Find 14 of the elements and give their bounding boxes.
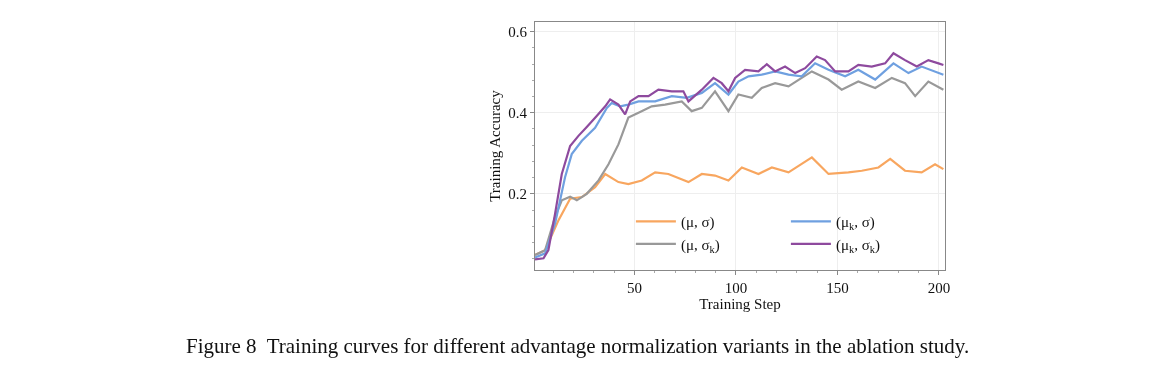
legend-label: (μ$_{k}$, σ) xyxy=(835,214,875,233)
y-tick-label: 0.4 xyxy=(508,105,528,122)
caption: Figure 8 Training curves for different advantage normalization variants in the ablation study. xyxy=(186,334,970,358)
legend-label: (μ, σ$_{k}$) xyxy=(680,236,720,255)
legend-label: (μ$_{k}$, σ$_{k}$) xyxy=(835,236,881,255)
x-tick-label: 50 xyxy=(626,280,642,296)
x-axis-title: Training Step xyxy=(699,296,781,312)
legend-label: (μ, σ) xyxy=(680,214,715,232)
y-tick-label: 0.2 xyxy=(508,186,527,203)
x-tick-label: 150 xyxy=(826,280,849,296)
y-tick-label: 0.6 xyxy=(508,23,528,40)
x-tick-label: 100 xyxy=(724,280,748,296)
y-axis-title: Training Accuracy xyxy=(486,89,503,202)
x-tick-label: 200 xyxy=(927,280,951,296)
